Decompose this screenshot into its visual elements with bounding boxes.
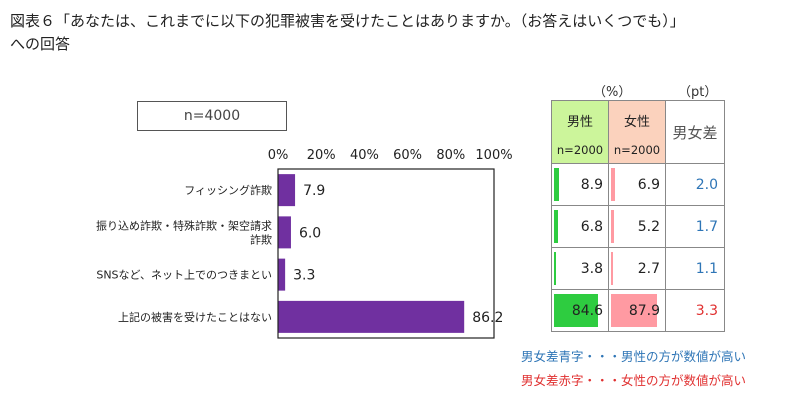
category-label-line: 上記の被害を受けたことはない [118, 310, 272, 324]
header-male-n: n=2000 [556, 143, 604, 157]
table-row: 6.8 5.2 1.7 [551, 205, 725, 248]
male-value: 8.9 [580, 176, 603, 193]
table-row: 3.8 2.7 1.1 [551, 247, 725, 290]
male-bar [554, 294, 598, 327]
category-label: SNSなど、ネット上でのつきまとい [96, 269, 272, 282]
header-female-n: n=2000 [613, 143, 661, 157]
header-male: 男性 n=2000 [551, 100, 609, 164]
bar [278, 300, 465, 333]
x-tick-label: 0% [268, 148, 289, 163]
unit-percent-label: （%） [593, 85, 632, 100]
header-diff: 男女差 [665, 100, 725, 164]
x-tick-label: 60% [393, 148, 422, 163]
female-value: 2.7 [637, 260, 660, 277]
diff-value: 2.0 [665, 163, 725, 206]
header-female-label: 女性 [623, 115, 650, 130]
female-bar [611, 294, 657, 327]
bar [278, 258, 286, 291]
chart-title: 図表６「あなたは、これまでに以下の犯罪被害を受けたことはありますか。（お答えはい… [10, 10, 800, 56]
bar-value-label: 7.9 [303, 183, 325, 199]
male-value: 3.8 [580, 260, 603, 277]
table-header-row: 男性 n=2000 女性 n=2000 男女差 [551, 100, 725, 164]
female-bar [611, 168, 615, 201]
x-tick-label: 100% [475, 148, 512, 163]
category-label-line: 振り込め詐欺・特殊詐欺・架空請求 [96, 218, 272, 232]
header-male-label: 男性 [566, 115, 593, 130]
male-bar [554, 168, 559, 201]
bar [278, 174, 296, 207]
header-female: 女性 n=2000 [608, 100, 666, 164]
female-cell: 2.7 [608, 247, 666, 290]
bar-value-label: 86.2 [472, 310, 503, 326]
table-row: 8.9 6.9 2.0 [551, 163, 725, 206]
female-value: 6.9 [637, 176, 660, 193]
male-cell: 8.9 [551, 163, 609, 206]
bar-value-label: 3.3 [293, 268, 315, 284]
male-cell: 6.8 [551, 205, 609, 248]
category-label-line: SNSなど、ネット上でのつきまとい [96, 269, 272, 282]
category-label-line: フィッシング詐欺 [184, 183, 272, 197]
male-value: 84.6 [571, 302, 603, 319]
bar-value-label: 6.0 [299, 225, 321, 241]
female-cell: 6.9 [608, 163, 666, 206]
female-value: 87.9 [628, 302, 660, 319]
female-bar [611, 252, 613, 285]
female-bar [611, 210, 614, 243]
x-tick-label: 40% [350, 148, 379, 163]
unit-pt-label: （pt） [678, 85, 718, 100]
x-tick-label: 80% [436, 148, 465, 163]
female-value: 5.2 [637, 218, 660, 235]
note-blue: 男女差青字・・・男性の方が数値が高い [521, 349, 747, 364]
x-tick-label: 20% [307, 148, 336, 163]
female-cell: 5.2 [608, 205, 666, 248]
category-label: フィッシング詐欺 [184, 183, 272, 197]
category-label: 上記の被害を受けたことはない [118, 310, 272, 324]
diff-value: 3.3 [665, 289, 725, 332]
sample-size-label: n=4000 [183, 108, 241, 124]
category-label-line: 詐欺 [250, 232, 272, 246]
bar [278, 216, 291, 249]
male-bar [554, 252, 556, 285]
table-row: 84.6 87.9 3.3 [551, 289, 725, 332]
male-cell: 3.8 [551, 247, 609, 290]
male-bar [554, 210, 558, 243]
gender-comparison-table: 男性 n=2000 女性 n=2000 男女差 8.9 6.9 2.0 6.8 5.2 1… [551, 100, 725, 332]
female-cell: 87.9 [608, 289, 666, 332]
diff-value: 1.1 [665, 247, 725, 290]
male-value: 6.8 [580, 218, 603, 235]
diff-value: 1.7 [665, 205, 725, 248]
title-line-1: 図表６「あなたは、これまでに以下の犯罪被害を受けたことはありますか。（お答えはい… [10, 12, 685, 30]
male-cell: 84.6 [551, 289, 609, 332]
category-label: 振り込め詐欺・特殊詐欺・架空請求詐欺 [96, 218, 272, 246]
sample-size-box: n=4000 [137, 101, 287, 131]
plot-area-frame [277, 168, 495, 339]
note-red: 男女差赤字・・・女性の方が数値が高い [521, 373, 747, 388]
title-line-2: への回答 [10, 35, 71, 53]
